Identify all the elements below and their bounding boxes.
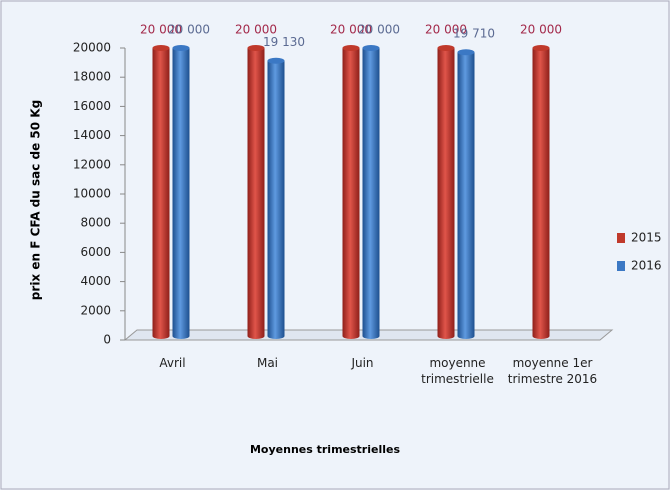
bar-body [532, 48, 550, 336]
x-tick-label: Mai [256, 356, 279, 370]
bar-base [247, 333, 265, 339]
data-label: 20 000 [358, 23, 400, 37]
legend-swatch [617, 261, 625, 271]
bar [362, 45, 380, 339]
data-label: 20 000 [168, 23, 210, 37]
y-tick-label: 8000 [80, 216, 111, 230]
data-label: 20 000 [330, 23, 372, 37]
x-tick-label: moyenne trimestrielle [421, 356, 494, 386]
y-tick-label: 12000 [73, 157, 111, 171]
bar-top [532, 45, 550, 51]
bar-top [172, 45, 190, 51]
bar [152, 45, 170, 339]
y-tick-label: 0 [103, 333, 111, 347]
y-tick-label: 10000 [73, 187, 111, 201]
bar-top [267, 57, 285, 64]
bar-base [362, 333, 380, 339]
bar-base [437, 333, 455, 339]
bar-body [437, 48, 455, 336]
y-tick-label: 6000 [80, 245, 111, 259]
y-tick-label: 20000 [73, 41, 111, 55]
bar-base [457, 333, 475, 339]
x-tick-label: Juin [351, 356, 374, 370]
bar [457, 49, 475, 339]
bar [437, 45, 455, 339]
x-tick-label: Avril [159, 356, 186, 370]
bar [342, 45, 360, 339]
bar-body [172, 48, 190, 336]
bar-base [532, 333, 550, 339]
bar-top [342, 45, 360, 51]
bar-base [267, 333, 285, 339]
legend-label: 2016 [631, 259, 662, 273]
x-axis-label: Moyennes trimestrielles [250, 443, 400, 456]
data-label: 20 000 [425, 23, 467, 37]
bar [532, 45, 550, 339]
bar-top [437, 45, 455, 51]
bar [267, 57, 285, 339]
bar-body [267, 60, 285, 337]
x-tick-label: moyenne 1er trimestre 2016 [507, 356, 598, 386]
bar-body [362, 48, 380, 336]
bar-body [247, 48, 265, 336]
bar-base [172, 333, 190, 339]
bar-base [342, 333, 360, 339]
y-tick-label: 18000 [73, 70, 111, 84]
bar-body [457, 52, 475, 336]
bar-base [152, 333, 170, 339]
bar [172, 45, 190, 339]
data-label: 20 000 [140, 23, 182, 37]
bar [247, 45, 265, 339]
bar-top [152, 45, 170, 51]
y-tick-label: 14000 [73, 128, 111, 142]
y-axis-label: prix en F CFA du sac de 50 Kg [29, 100, 43, 300]
data-label: 20 000 [235, 23, 277, 37]
y-tick-label: 4000 [80, 274, 111, 288]
data-label: 19 710 [453, 27, 495, 41]
legend-swatch [617, 233, 625, 243]
bar-body [342, 48, 360, 336]
data-label: 20 000 [520, 23, 562, 37]
y-tick-label: 16000 [73, 99, 111, 113]
data-label: 19 130 [263, 35, 305, 49]
bar-body [152, 48, 170, 336]
legend-label: 2015 [631, 231, 662, 245]
bar-top [247, 45, 265, 51]
y-tick-label: 2000 [80, 303, 111, 317]
bar-top [362, 45, 380, 51]
bar-top [457, 49, 475, 56]
